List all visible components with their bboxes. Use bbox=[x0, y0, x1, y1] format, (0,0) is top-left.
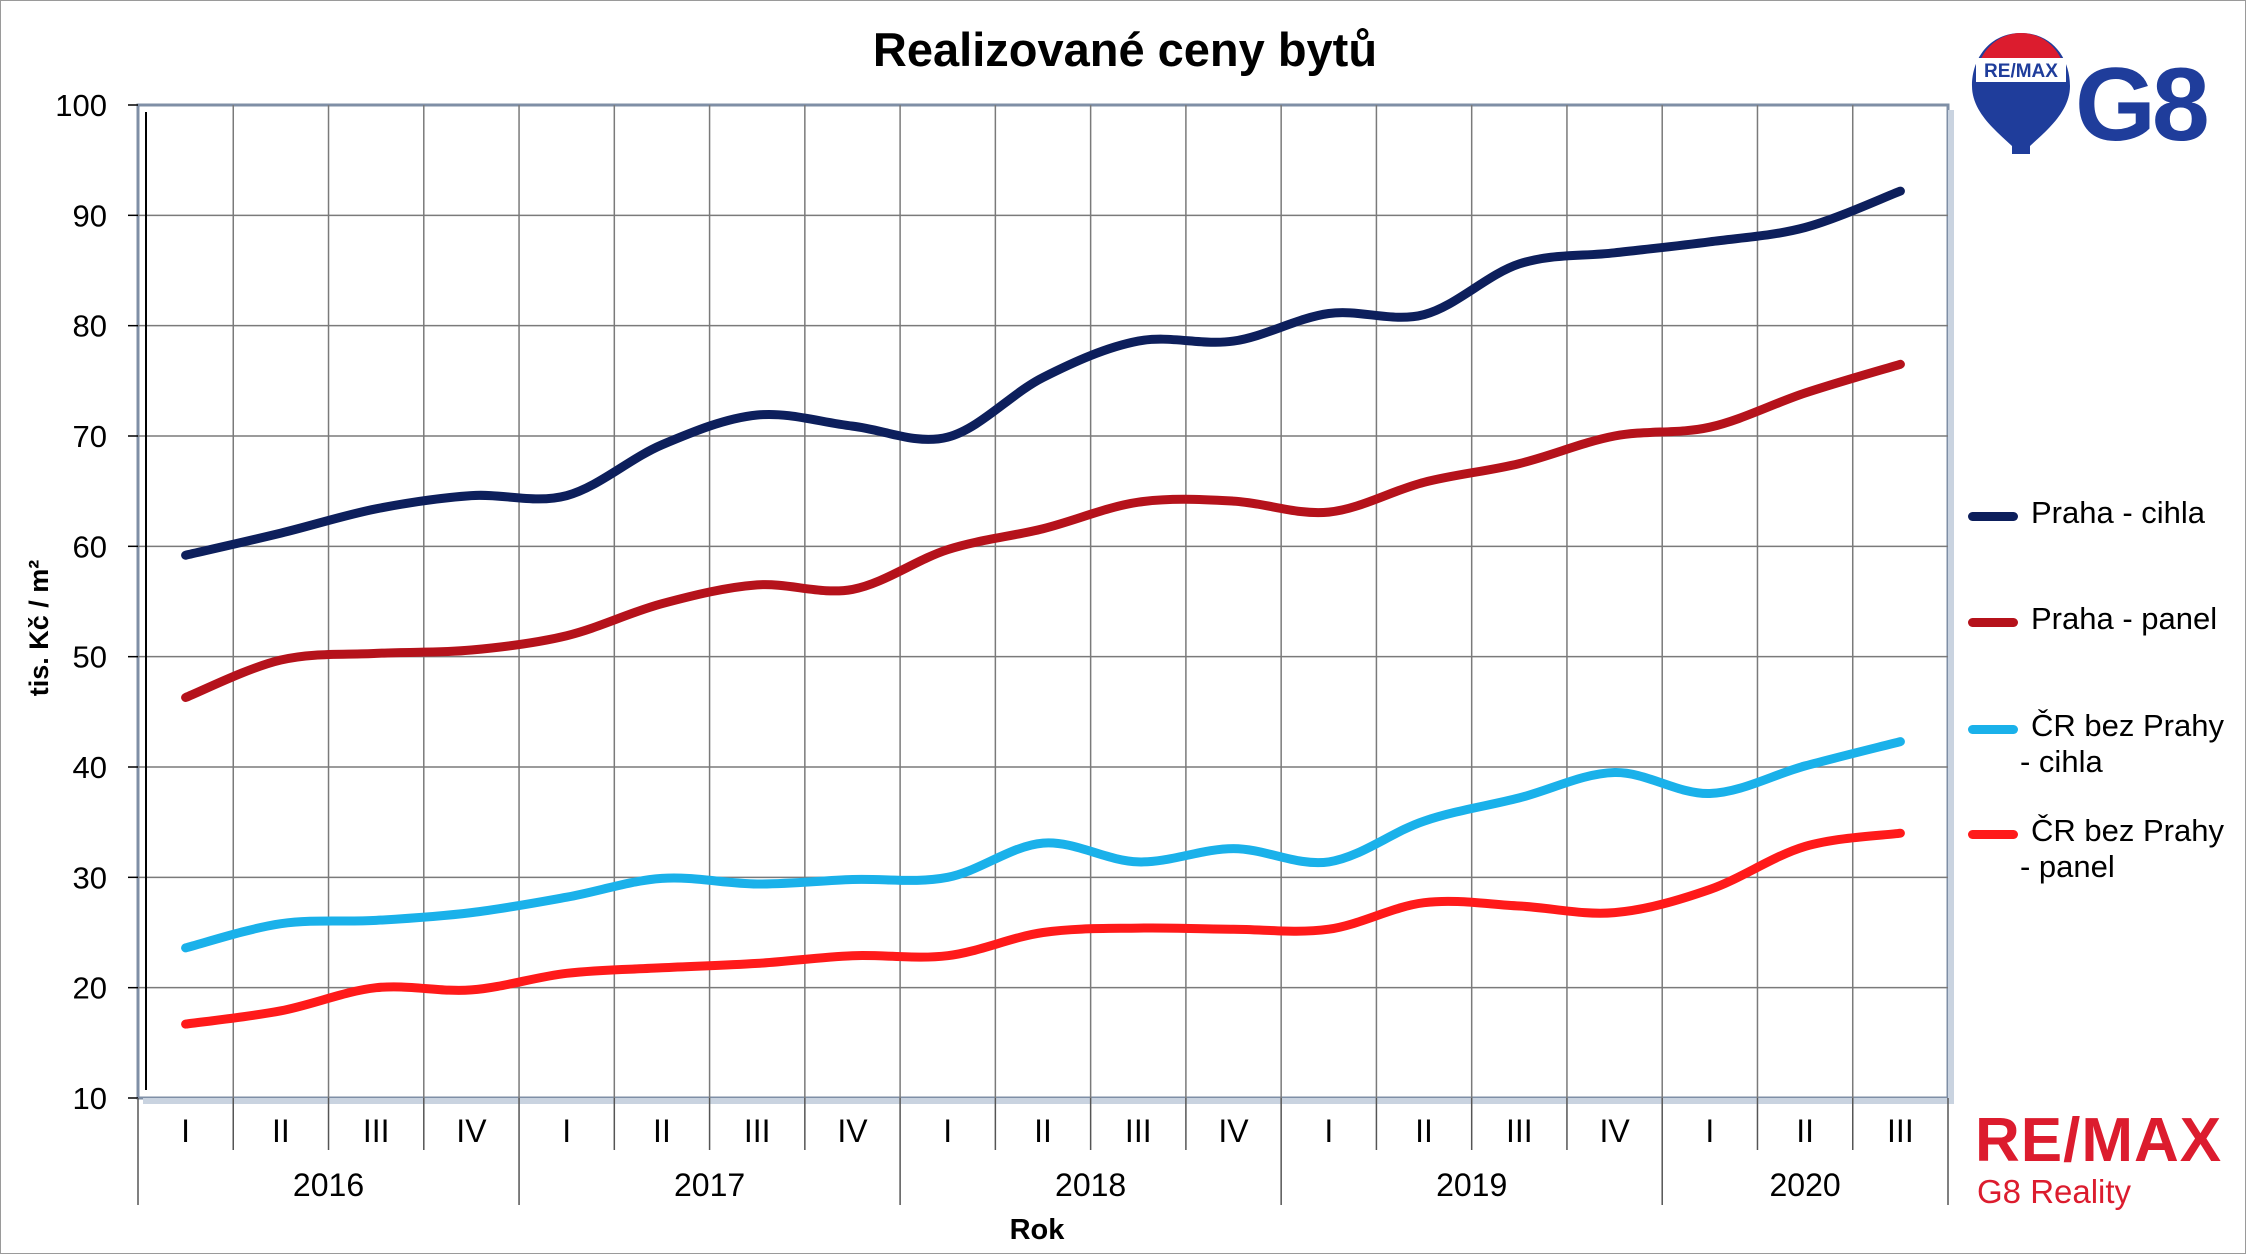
x-year-label: 2016 bbox=[293, 1167, 364, 1203]
y-axis: 10 20 30 40 50 60 70 80 90 100 bbox=[55, 88, 146, 1116]
x-tick-label: IV bbox=[1599, 1113, 1630, 1149]
legend-label: ČR bez Prahy bbox=[2031, 813, 2224, 849]
x-tick-label: I bbox=[1324, 1113, 1333, 1149]
remax-brand-text: RE/MAX bbox=[1975, 1110, 2222, 1172]
y-tick-label: 30 bbox=[73, 860, 107, 895]
y-tick-label: 10 bbox=[73, 1081, 107, 1116]
legend-swatch bbox=[1968, 725, 2018, 734]
y-tick-label: 70 bbox=[73, 419, 107, 454]
series-line-3 bbox=[186, 742, 1901, 948]
series-line-4 bbox=[186, 833, 1901, 1024]
g8-logo-text: G8 bbox=[2075, 47, 2207, 163]
y-axis-title: tis. Kč / m² bbox=[24, 560, 54, 697]
x-tick-label: IV bbox=[1218, 1113, 1249, 1149]
remax-balloon-logo: RE/MAX bbox=[1972, 33, 2070, 154]
x-tick-label: I bbox=[1705, 1113, 1714, 1149]
x-tick-label: I bbox=[943, 1113, 952, 1149]
x-tick-label: II bbox=[653, 1113, 671, 1149]
g8-reality-text: G8 Reality bbox=[1977, 1172, 2222, 1212]
x-tick-label: IV bbox=[456, 1113, 487, 1149]
plot-area-shadow bbox=[143, 1098, 1953, 1104]
legend-label: ČR bez Prahy bbox=[2031, 708, 2224, 744]
x-axis-title: Rok bbox=[1010, 1214, 1066, 1246]
x-tick-label: I bbox=[181, 1113, 190, 1149]
legend-label-cont: - panel bbox=[2020, 849, 2115, 885]
legend-label: Praha - cihla bbox=[2031, 495, 2205, 531]
x-year-label: 2017 bbox=[674, 1167, 745, 1203]
y-tick-label: 60 bbox=[73, 529, 107, 564]
x-year-label: 2020 bbox=[1770, 1167, 1841, 1203]
series-line-1 bbox=[186, 191, 1901, 555]
x-year-label: 2018 bbox=[1055, 1167, 1126, 1203]
x-tick-label: II bbox=[1796, 1113, 1814, 1149]
x-year-label: 2019 bbox=[1436, 1167, 1507, 1203]
x-tick-label: II bbox=[1415, 1113, 1433, 1149]
y-tick-label: 90 bbox=[73, 198, 107, 233]
y-tick-label: 40 bbox=[73, 750, 107, 785]
legend-swatch bbox=[1968, 512, 2018, 521]
plot-area bbox=[138, 105, 1948, 1098]
series-lines bbox=[186, 191, 1901, 1024]
y-tick-label: 20 bbox=[73, 971, 107, 1006]
legend-label: Praha - panel bbox=[2031, 601, 2217, 637]
x-tick-label: II bbox=[272, 1113, 290, 1149]
legend-swatch bbox=[1968, 830, 2018, 839]
x-tick-label: IV bbox=[837, 1113, 868, 1149]
y-tick-label: 100 bbox=[55, 88, 107, 123]
x-tick-label: III bbox=[1506, 1113, 1533, 1149]
grid-lines bbox=[138, 105, 1948, 1098]
y-tick-label: 50 bbox=[73, 640, 107, 675]
x-tick-label: III bbox=[744, 1113, 771, 1149]
x-tick-label: I bbox=[562, 1113, 571, 1149]
x-axis: I II III IV I II III IV I II III IV I II III IV I II III20… bbox=[138, 1098, 1948, 1205]
remax-g8-reality-logo: RE/MAX G8 Reality bbox=[1975, 1110, 2222, 1212]
plot-area-shadow-right bbox=[1948, 110, 1954, 1104]
legend-swatch bbox=[1968, 618, 2018, 627]
x-tick-label: III bbox=[1125, 1113, 1152, 1149]
x-tick-label: II bbox=[1034, 1113, 1052, 1149]
series-line-2 bbox=[186, 364, 1901, 697]
x-tick-label: III bbox=[1887, 1113, 1914, 1149]
balloon-badge-text: RE/MAX bbox=[1984, 61, 2058, 82]
chart-title: Realizované ceny bytů bbox=[873, 23, 1377, 76]
x-tick-label: III bbox=[363, 1113, 390, 1149]
y-tick-label: 80 bbox=[73, 309, 107, 344]
legend-label-cont: - cihla bbox=[2020, 744, 2103, 780]
